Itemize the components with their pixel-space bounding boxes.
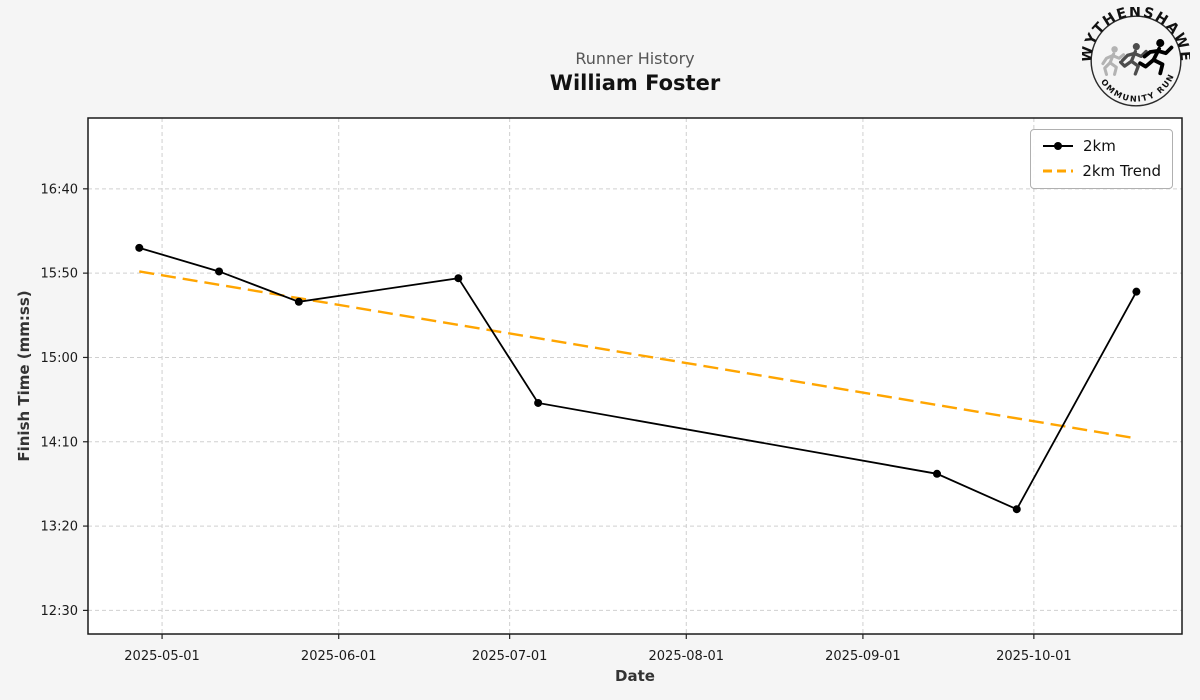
data-point-marker (1012, 505, 1021, 514)
runner-icon (1101, 46, 1126, 76)
y-tick-label: 15:00 (41, 351, 78, 366)
club-logo: WYTHENSHAWE COMMUNITY RUN (1082, 7, 1190, 107)
legend: 2km 2km Trend (1030, 129, 1173, 189)
logo-ring (1090, 15, 1182, 107)
x-tick-label: 2025-07-01 (472, 649, 548, 664)
y-tick-label: 16:40 (41, 182, 78, 197)
trend-line (139, 270, 1137, 440)
x-tick-label: 2025-08-01 (649, 649, 725, 664)
plot-background (88, 118, 1182, 634)
x-tick-label: 2025-06-01 (301, 649, 377, 664)
legend-item-2km: 2km (1042, 137, 1161, 155)
data-point-marker (1132, 287, 1141, 296)
y-tick-label: 15:50 (41, 267, 78, 282)
x-tick-label: 2025-10-01 (996, 649, 1072, 664)
runner-icon (1119, 43, 1148, 76)
data-point-marker (534, 398, 543, 407)
data-point-marker (932, 469, 941, 478)
plot-border (87, 117, 1183, 635)
y-tick-label: 12:30 (41, 604, 78, 619)
y-tick-label: 13:20 (41, 520, 78, 535)
data-point-marker (135, 243, 144, 252)
series-line (139, 246, 1138, 511)
legend-label: 2km Trend (1082, 162, 1161, 180)
data-point-marker (454, 274, 463, 283)
x-tick-label: 2025-09-01 (825, 649, 901, 664)
data-point-marker (215, 267, 224, 276)
y-tick-label: 14:10 (41, 435, 78, 450)
chart-title: Runner History (575, 49, 695, 68)
x-axis-label: Date (615, 667, 655, 685)
legend-label: 2km (1083, 137, 1116, 155)
y-axis-label: Finish Time (mm:ss) (15, 290, 33, 462)
x-tick-label: 2025-05-01 (124, 649, 200, 664)
data-point-marker (294, 297, 303, 306)
legend-line-marker-sample (1043, 142, 1073, 150)
runner-name-title: William Foster (549, 71, 721, 95)
runner-icon (1138, 39, 1174, 76)
legend-item-2km-trend: 2km Trend (1042, 162, 1161, 180)
legend-dashed-line-sample (1043, 169, 1073, 173)
